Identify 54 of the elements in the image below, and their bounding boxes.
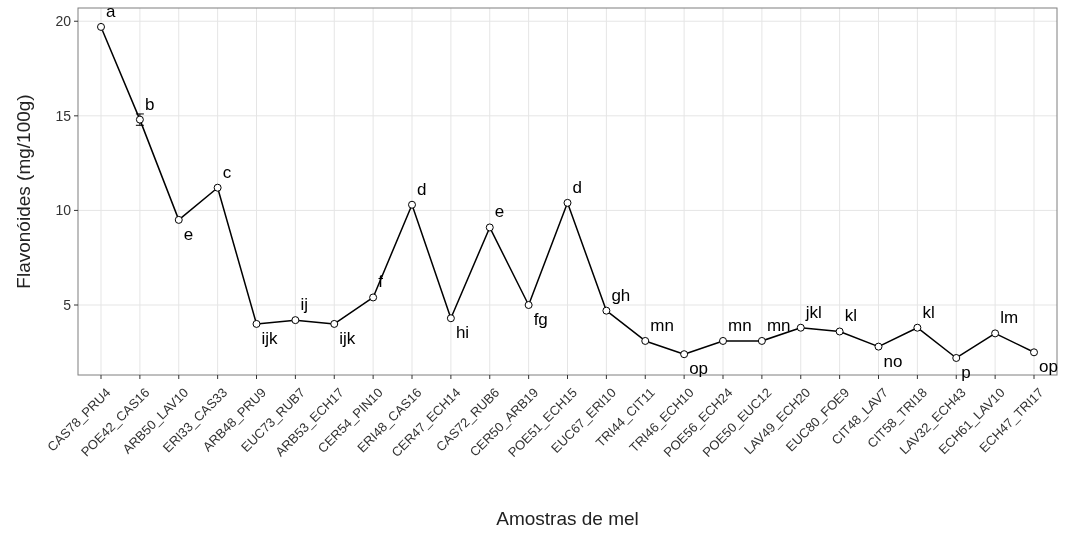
point <box>719 336 727 345</box>
annotation: op <box>1039 357 1058 377</box>
annotation: mn <box>650 315 674 335</box>
annotation: ijk <box>261 328 279 348</box>
point <box>524 301 533 310</box>
point <box>446 314 455 323</box>
annotation: gh <box>611 285 631 305</box>
annotation: kl <box>922 302 935 322</box>
annotation: d <box>572 177 582 197</box>
point <box>641 336 650 345</box>
annotation: hi <box>455 323 470 343</box>
y-axis-title: Flavonóides (mg/100g) <box>13 94 34 289</box>
point <box>952 353 961 362</box>
annotation: ij <box>300 295 308 315</box>
annotation: op <box>689 359 709 379</box>
annotation: mn <box>728 315 752 335</box>
point <box>874 342 883 351</box>
annotation: no <box>883 351 903 371</box>
point <box>991 329 1000 338</box>
annotation: c <box>222 162 232 182</box>
point <box>174 215 183 224</box>
y-tick-label: 10 <box>55 202 72 219</box>
annotation: mn <box>766 315 791 335</box>
y-tick-label: 5 <box>63 296 72 313</box>
annotation: p <box>961 362 971 382</box>
point <box>408 200 416 209</box>
annotation: fg <box>533 310 548 330</box>
point <box>291 316 300 325</box>
point <box>835 327 844 336</box>
point <box>252 319 261 328</box>
y-tick-label: 15 <box>55 107 72 124</box>
annotation: kl <box>844 306 857 326</box>
annotation: jkl <box>804 302 822 322</box>
point <box>1030 348 1038 357</box>
point <box>485 223 494 232</box>
point <box>97 22 105 31</box>
annotation: b <box>144 94 155 114</box>
point <box>913 323 922 332</box>
point <box>369 293 378 302</box>
x-axis-title: Amostras de mel <box>496 508 639 529</box>
point <box>680 350 689 359</box>
point <box>757 336 766 345</box>
point <box>602 306 611 315</box>
annotation: a <box>106 1 116 21</box>
point <box>796 323 805 332</box>
point <box>213 183 222 192</box>
annotation: lm <box>1000 308 1019 328</box>
y-tick-label: 20 <box>55 13 72 30</box>
point <box>330 319 339 328</box>
annotation: ijk <box>339 328 356 348</box>
annotation: e <box>183 224 194 244</box>
annotation: d <box>417 179 427 199</box>
point <box>563 198 572 207</box>
annotation: e <box>494 202 505 222</box>
